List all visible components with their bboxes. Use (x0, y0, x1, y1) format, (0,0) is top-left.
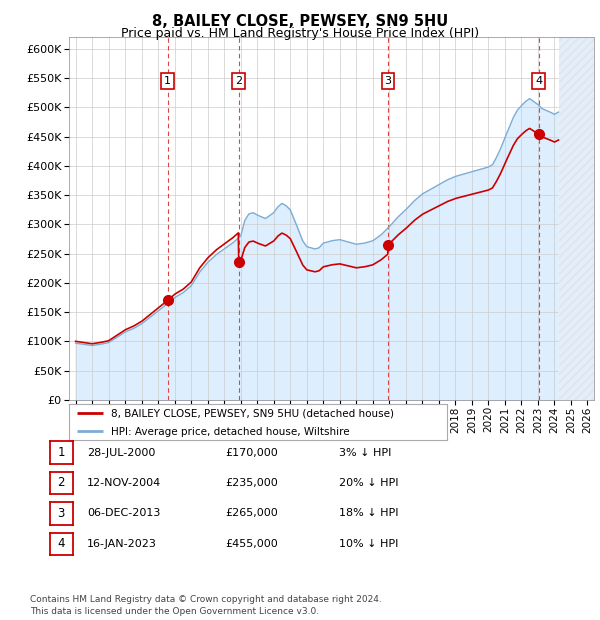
Text: 3: 3 (58, 507, 65, 520)
Text: 06-DEC-2013: 06-DEC-2013 (87, 508, 160, 518)
Text: 12-NOV-2004: 12-NOV-2004 (87, 478, 161, 488)
Bar (559, 37, 594, 400)
Text: 10% ↓ HPI: 10% ↓ HPI (339, 539, 398, 549)
Text: Contains HM Land Registry data © Crown copyright and database right 2024.
This d: Contains HM Land Registry data © Crown c… (30, 595, 382, 616)
Text: £170,000: £170,000 (225, 448, 278, 458)
Text: 1: 1 (164, 76, 171, 86)
Text: 20% ↓ HPI: 20% ↓ HPI (339, 478, 398, 488)
Text: 8, BAILEY CLOSE, PEWSEY, SN9 5HU (detached house): 8, BAILEY CLOSE, PEWSEY, SN9 5HU (detach… (110, 408, 394, 419)
Text: £455,000: £455,000 (225, 539, 278, 549)
Text: 4: 4 (535, 76, 542, 86)
Text: 4: 4 (58, 538, 65, 550)
Text: 16-JAN-2023: 16-JAN-2023 (87, 539, 157, 549)
Bar (559, 37, 594, 400)
Text: 28-JUL-2000: 28-JUL-2000 (87, 448, 155, 458)
Text: 2: 2 (58, 477, 65, 489)
Text: 8, BAILEY CLOSE, PEWSEY, SN9 5HU: 8, BAILEY CLOSE, PEWSEY, SN9 5HU (152, 14, 448, 29)
Text: HPI: Average price, detached house, Wiltshire: HPI: Average price, detached house, Wilt… (110, 427, 349, 437)
Text: 3% ↓ HPI: 3% ↓ HPI (339, 448, 391, 458)
Text: 18% ↓ HPI: 18% ↓ HPI (339, 508, 398, 518)
Text: 1: 1 (58, 446, 65, 459)
Text: £265,000: £265,000 (225, 508, 278, 518)
Text: 3: 3 (385, 76, 392, 86)
Text: £235,000: £235,000 (225, 478, 278, 488)
Text: 2: 2 (235, 76, 242, 86)
Text: Price paid vs. HM Land Registry's House Price Index (HPI): Price paid vs. HM Land Registry's House … (121, 27, 479, 40)
